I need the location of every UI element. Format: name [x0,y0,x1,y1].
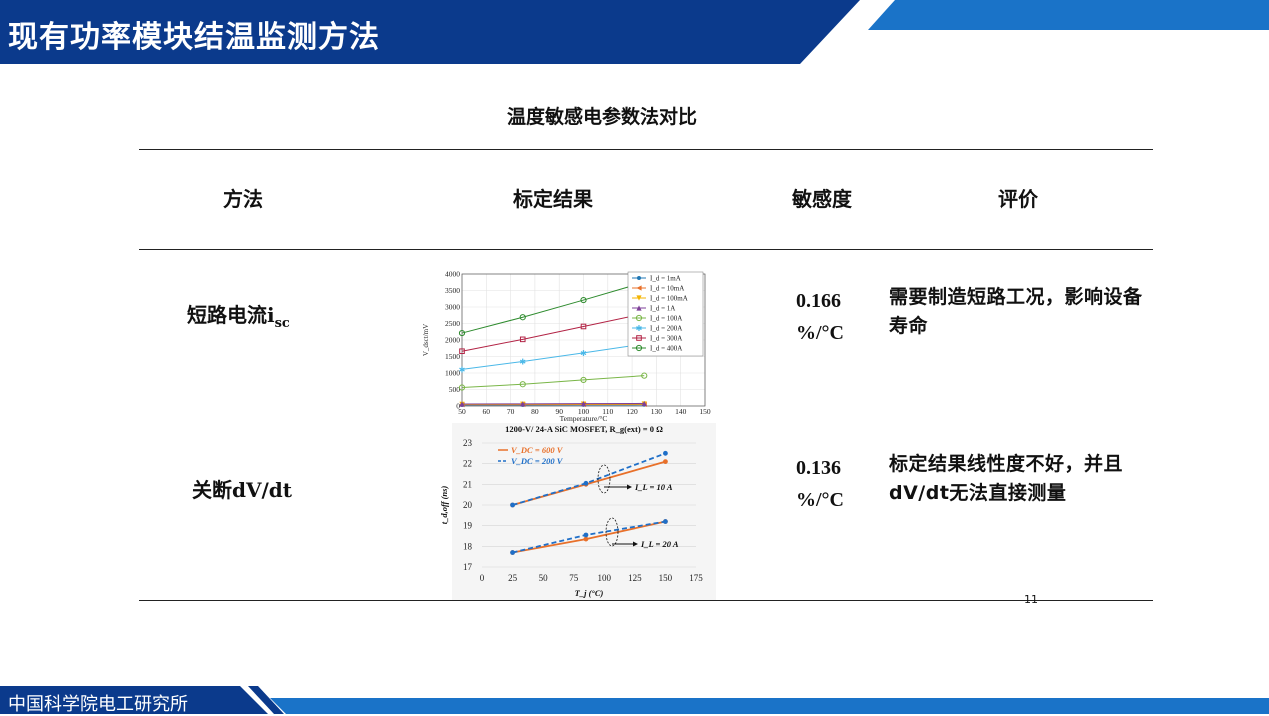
column-header-evaluation: 评价 [970,183,1066,212]
data-point [584,481,589,486]
data-point: ✱ [459,365,466,374]
column-header-method: 方法 [200,183,286,212]
table-top-rule [139,149,1153,150]
x-tick-label: 60 [483,407,491,416]
method-turnoff-dvdt: 关断dV/dt [192,474,292,503]
legend-label: V_DC = 200 V [511,456,564,466]
annotation-label: I_L = 20 A [640,539,679,549]
sensitivity-row-1: 0.166 %/°C [796,285,844,349]
x-tick-label: 150 [659,573,673,583]
x-axis-label: Temperature/°C [560,414,608,423]
sensitivity-value: 0.136 [796,452,844,484]
chart-background [452,423,716,600]
y-tick-label: 18 [463,541,473,551]
x-tick-label: 125 [628,573,642,583]
x-tick-label: 150 [699,407,711,416]
y-tick-label: 19 [463,521,473,531]
y-tick-label: 4000 [445,270,460,279]
y-tick-label: 2000 [445,336,460,345]
series-line [462,314,644,352]
x-tick-label: 25 [508,573,518,583]
data-point [584,537,589,542]
method-short-circuit-current: 短路电流isc [187,299,290,331]
legend-label: I_d = 10mA [650,285,684,293]
data-point [510,550,515,555]
x-tick-label: 0 [480,573,485,583]
y-tick-label: 21 [463,479,472,489]
table-header-rule [139,249,1153,250]
legend-label: I_d = 1A [650,305,675,313]
y-axis-label: V_dsct/mV [422,324,430,356]
series-line [462,376,644,388]
y-tick-label: 20 [463,500,473,510]
legend-label: I_d = 400A [650,345,682,353]
x-tick-label: 50 [539,573,549,583]
y-tick-label: 1500 [445,352,460,361]
x-tick-label: 175 [689,573,703,583]
legend-label: I_d = 200A [650,325,682,333]
data-point [510,503,515,508]
method-label: 短路电流i [187,303,275,327]
data-point [663,519,668,524]
sensitivity-unit: %/°C [796,317,844,349]
method-label: 关断dV/dt [192,478,292,502]
legend-label: I_d = 100A [650,315,682,323]
x-axis-label: T_j (°C) [575,588,604,598]
sensitivity-unit: %/°C [796,484,844,516]
y-tick-label: 3500 [445,286,460,295]
footer-banner [0,686,1269,714]
y-tick-label: 17 [463,562,473,572]
table-bottom-rule [139,600,1153,601]
x-tick-label: 80 [531,407,539,416]
method-subscript: sc [275,316,290,331]
x-tick-label: 140 [675,407,687,416]
footer-organization: 中国科学院电工研究所 [8,690,188,716]
sensitivity-value: 0.166 [796,285,844,317]
column-header-calibration: 标定结果 [480,183,626,212]
evaluation-row-1: 需要制造短路工况，影响设备寿命 [889,283,1159,341]
series-line [462,282,644,333]
chart-title: 1200-V/ 24-A SiC MOSFET, R_g(ext) = 0 Ω [505,424,663,434]
legend-label: V_DC = 600 V [511,445,564,455]
x-tick-label: 130 [651,407,663,416]
x-tick-label: 120 [626,407,638,416]
y-tick-label: 22 [463,459,472,469]
x-tick-label: 75 [569,573,579,583]
x-tick-label: 100 [598,573,612,583]
table-title: 温度敏感电参数法对比 [0,102,1204,129]
x-tick-label: 70 [507,407,515,416]
y-axis-label: t_d,off (ns) [439,486,449,525]
page-number: 11 [1024,593,1038,606]
legend-label: I_d = 1mA [650,275,681,283]
legend-label: I_d = 300A [650,335,682,343]
y-tick-label: 500 [449,385,461,394]
calibration-chart-dvdt: 1200-V/ 24-A SiC MOSFET, R_g(ext) = 0 Ω 1… [432,423,716,600]
data-point [637,276,641,280]
evaluation-row-2: 标定结果线性度不好，并且dV/dt无法直接测量 [889,450,1159,508]
data-point: ✱ [519,357,526,366]
data-point [663,451,668,456]
column-header-sensitivity: 敏感度 [770,183,874,212]
sensitivity-row-2: 0.136 %/°C [796,452,844,516]
y-tick-label: 3000 [445,303,460,312]
y-tick-label: 23 [463,438,473,448]
data-point [584,533,589,538]
y-tick-label: 2500 [445,319,460,328]
data-point [663,459,668,464]
data-point: ✱ [580,349,587,358]
legend-label: I_d = 100mA [650,295,688,303]
data-point: ✱ [636,324,643,333]
annotation-label: I_L = 10 A [634,482,673,492]
y-tick-label: 0 [456,402,460,411]
slide-title: 现有功率模块结温监测方法 [8,12,380,56]
series-line [462,403,644,404]
